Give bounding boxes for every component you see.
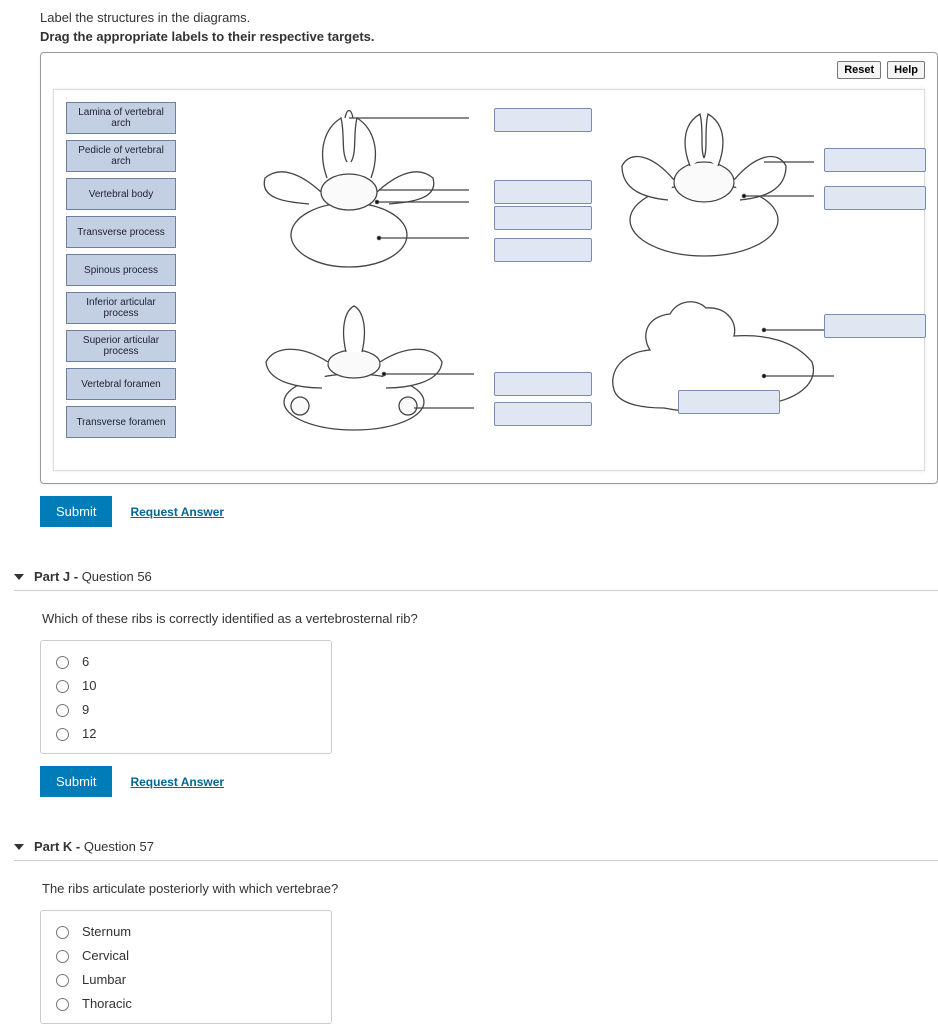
choice-label: Thoracic [82, 996, 132, 1011]
choice-label: Cervical [82, 948, 129, 963]
radio-input[interactable] [56, 998, 69, 1011]
workspace: Lamina of vertebral arch Pedicle of vert… [53, 89, 925, 471]
choice-label: 6 [82, 654, 89, 669]
submit-row-j: Submit Request Answer [40, 766, 938, 797]
part-k-choices: Sternum Cervical Lumbar Thoracic [40, 910, 332, 1024]
part-j-title: Part J - Question 56 [34, 569, 152, 584]
label-lamina[interactable]: Lamina of vertebral arch [66, 102, 176, 134]
choice-label: 9 [82, 702, 89, 717]
caret-down-icon [14, 844, 24, 850]
choice-label: 12 [82, 726, 96, 741]
choice-row[interactable]: Sternum [51, 919, 321, 943]
request-answer-link[interactable]: Request Answer [130, 505, 224, 519]
submit-button[interactable]: Submit [40, 766, 112, 797]
label-palette: Lamina of vertebral arch Pedicle of vert… [66, 102, 176, 438]
choice-row[interactable]: 9 [51, 697, 321, 721]
radio-input[interactable] [56, 974, 69, 987]
drop-target[interactable] [494, 238, 592, 262]
drop-target[interactable] [494, 372, 592, 396]
vertebra-bottom-left [244, 300, 474, 450]
drop-target[interactable] [494, 402, 592, 426]
part-k-question: The ribs articulate posteriorly with whi… [42, 881, 938, 896]
part-j-title-bold: Part J - [34, 569, 82, 584]
diagram-panel: Reset Help Lamina of vertebral arch Pedi… [40, 52, 938, 484]
caret-down-icon [14, 574, 24, 580]
drop-target[interactable] [824, 148, 926, 172]
radio-input[interactable] [56, 950, 69, 963]
part-j-question: Which of these ribs is correctly identif… [42, 611, 938, 626]
drop-target[interactable] [678, 390, 780, 414]
label-vertebral-foramen[interactable]: Vertebral foramen [66, 368, 176, 400]
radio-input[interactable] [56, 728, 69, 741]
choice-row[interactable]: 12 [51, 721, 321, 745]
choice-label: Sternum [82, 924, 131, 939]
choice-row[interactable]: 10 [51, 673, 321, 697]
part-k-header[interactable]: Part K - Question 57 [14, 833, 938, 861]
drop-target[interactable] [824, 314, 926, 338]
drop-target[interactable] [824, 186, 926, 210]
choice-row[interactable]: Thoracic [51, 991, 321, 1015]
vertebra-top-right [604, 102, 814, 272]
diagram-area [204, 90, 924, 470]
part-k-title-rest: Question 57 [84, 839, 154, 854]
label-transverse-foramen[interactable]: Transverse foramen [66, 406, 176, 438]
intro-text-2: Drag the appropriate labels to their res… [40, 29, 938, 44]
vertebra-bottom-right [584, 290, 834, 440]
request-answer-link[interactable]: Request Answer [130, 775, 224, 789]
part-j-header[interactable]: Part J - Question 56 [14, 563, 938, 591]
radio-input[interactable] [56, 680, 69, 693]
choice-row[interactable]: 6 [51, 649, 321, 673]
part-j-title-rest: Question 56 [82, 569, 152, 584]
part-j-choices: 6 10 9 12 [40, 640, 332, 754]
submit-row: Submit Request Answer [40, 496, 938, 527]
label-inferior-articular[interactable]: Inferior articular process [66, 292, 176, 324]
label-transverse-process[interactable]: Transverse process [66, 216, 176, 248]
help-button[interactable]: Help [887, 61, 925, 79]
part-k-title: Part K - Question 57 [34, 839, 154, 854]
drop-target[interactable] [494, 180, 592, 204]
drop-target[interactable] [494, 108, 592, 132]
radio-input[interactable] [56, 926, 69, 939]
radio-input[interactable] [56, 704, 69, 717]
choice-label: 10 [82, 678, 96, 693]
radio-input[interactable] [56, 656, 69, 669]
submit-button[interactable]: Submit [40, 496, 112, 527]
vertebra-top-left [229, 100, 469, 280]
label-vertebral-body[interactable]: Vertebral body [66, 178, 176, 210]
label-pedicle[interactable]: Pedicle of vertebral arch [66, 140, 176, 172]
choice-row[interactable]: Cervical [51, 943, 321, 967]
panel-button-row: Reset Help [53, 61, 925, 79]
reset-button[interactable]: Reset [837, 61, 881, 79]
label-spinous-process[interactable]: Spinous process [66, 254, 176, 286]
label-superior-articular[interactable]: Superior articular process [66, 330, 176, 362]
part-k-title-bold: Part K - [34, 839, 84, 854]
choice-label: Lumbar [82, 972, 126, 987]
part-j-block: Part J - Question 56 Which of these ribs… [40, 563, 938, 797]
drop-target[interactable] [494, 206, 592, 230]
intro-text-1: Label the structures in the diagrams. [40, 10, 938, 25]
part-k-block: Part K - Question 57 The ribs articulate… [40, 833, 938, 1024]
choice-row[interactable]: Lumbar [51, 967, 321, 991]
